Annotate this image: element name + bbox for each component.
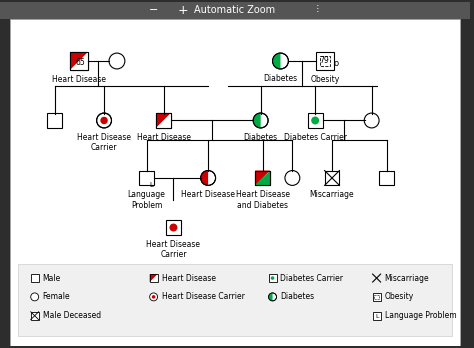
Text: L: L <box>150 182 154 188</box>
Text: Miscarriage: Miscarriage <box>384 274 429 283</box>
Circle shape <box>109 53 125 69</box>
Circle shape <box>253 113 268 128</box>
Circle shape <box>364 113 379 128</box>
Bar <box>379 171 394 185</box>
Bar <box>320 56 330 66</box>
Circle shape <box>170 223 177 231</box>
Polygon shape <box>150 274 157 282</box>
Polygon shape <box>150 274 157 282</box>
Text: Heart Disease
and Diabetes: Heart Disease and Diabetes <box>236 190 290 210</box>
Circle shape <box>271 276 274 280</box>
Circle shape <box>150 293 157 301</box>
Text: Obesity: Obesity <box>384 292 414 301</box>
Text: Diabetes: Diabetes <box>281 292 315 301</box>
Bar <box>255 171 270 185</box>
Text: 65: 65 <box>75 57 85 66</box>
Text: Female: Female <box>43 292 70 301</box>
Text: Heart Disease: Heart Disease <box>162 274 216 283</box>
Text: Heart Disease
Carrier: Heart Disease Carrier <box>146 240 201 259</box>
Text: Heart Disease: Heart Disease <box>137 133 191 142</box>
Polygon shape <box>255 171 270 185</box>
Text: Diabetes Carrier: Diabetes Carrier <box>281 274 344 283</box>
Text: Heart Disease Carrier: Heart Disease Carrier <box>162 292 245 301</box>
Text: 79: 79 <box>319 56 329 64</box>
Bar <box>374 295 379 299</box>
Circle shape <box>273 53 288 69</box>
Text: Language Problem: Language Problem <box>384 311 456 320</box>
Text: Male: Male <box>43 274 61 283</box>
Circle shape <box>152 295 155 299</box>
Circle shape <box>285 171 300 185</box>
Bar <box>269 274 276 282</box>
Bar <box>18 264 452 335</box>
Bar <box>70 52 88 70</box>
Polygon shape <box>156 113 171 128</box>
Circle shape <box>269 293 276 301</box>
Bar <box>316 52 334 70</box>
Polygon shape <box>255 171 270 185</box>
Bar <box>166 220 181 235</box>
Bar <box>47 113 62 128</box>
Wedge shape <box>253 113 261 128</box>
Bar <box>373 293 381 301</box>
Text: Diabetes: Diabetes <box>264 74 298 83</box>
Wedge shape <box>201 171 208 185</box>
Bar <box>156 113 171 128</box>
Polygon shape <box>70 52 88 70</box>
Text: Heart Disease: Heart Disease <box>52 75 106 84</box>
Text: ⁝: ⁝ <box>315 6 319 15</box>
Bar <box>325 171 339 185</box>
Polygon shape <box>70 52 88 70</box>
Bar <box>150 274 157 282</box>
Circle shape <box>31 293 39 301</box>
Text: Heart Disease: Heart Disease <box>181 190 235 199</box>
Text: Language
Problem: Language Problem <box>128 190 165 210</box>
Wedge shape <box>273 53 281 69</box>
Text: +: + <box>178 4 189 17</box>
Text: Male Deceased: Male Deceased <box>43 311 101 320</box>
Circle shape <box>97 113 111 128</box>
Bar <box>31 274 39 282</box>
Text: Diabetes Carrier: Diabetes Carrier <box>283 133 346 142</box>
Text: Obesity: Obesity <box>310 75 340 84</box>
Bar <box>139 171 154 185</box>
Text: Automatic Zoom: Automatic Zoom <box>194 6 275 15</box>
Bar <box>255 171 270 185</box>
Text: Heart Disease
Carrier: Heart Disease Carrier <box>77 133 131 152</box>
Wedge shape <box>269 293 273 301</box>
Text: −: − <box>149 6 158 15</box>
Circle shape <box>100 117 108 124</box>
Text: o: o <box>334 60 339 69</box>
Circle shape <box>201 171 216 185</box>
Bar <box>70 52 88 70</box>
Bar <box>373 312 381 320</box>
Bar <box>31 312 39 320</box>
Bar <box>308 113 323 128</box>
Bar <box>0 1 470 19</box>
Text: Miscarriage: Miscarriage <box>310 190 355 199</box>
Text: L: L <box>376 314 379 319</box>
Circle shape <box>311 117 319 125</box>
Polygon shape <box>156 113 171 128</box>
Text: Diabetes: Diabetes <box>244 133 278 142</box>
Bar <box>156 113 171 128</box>
